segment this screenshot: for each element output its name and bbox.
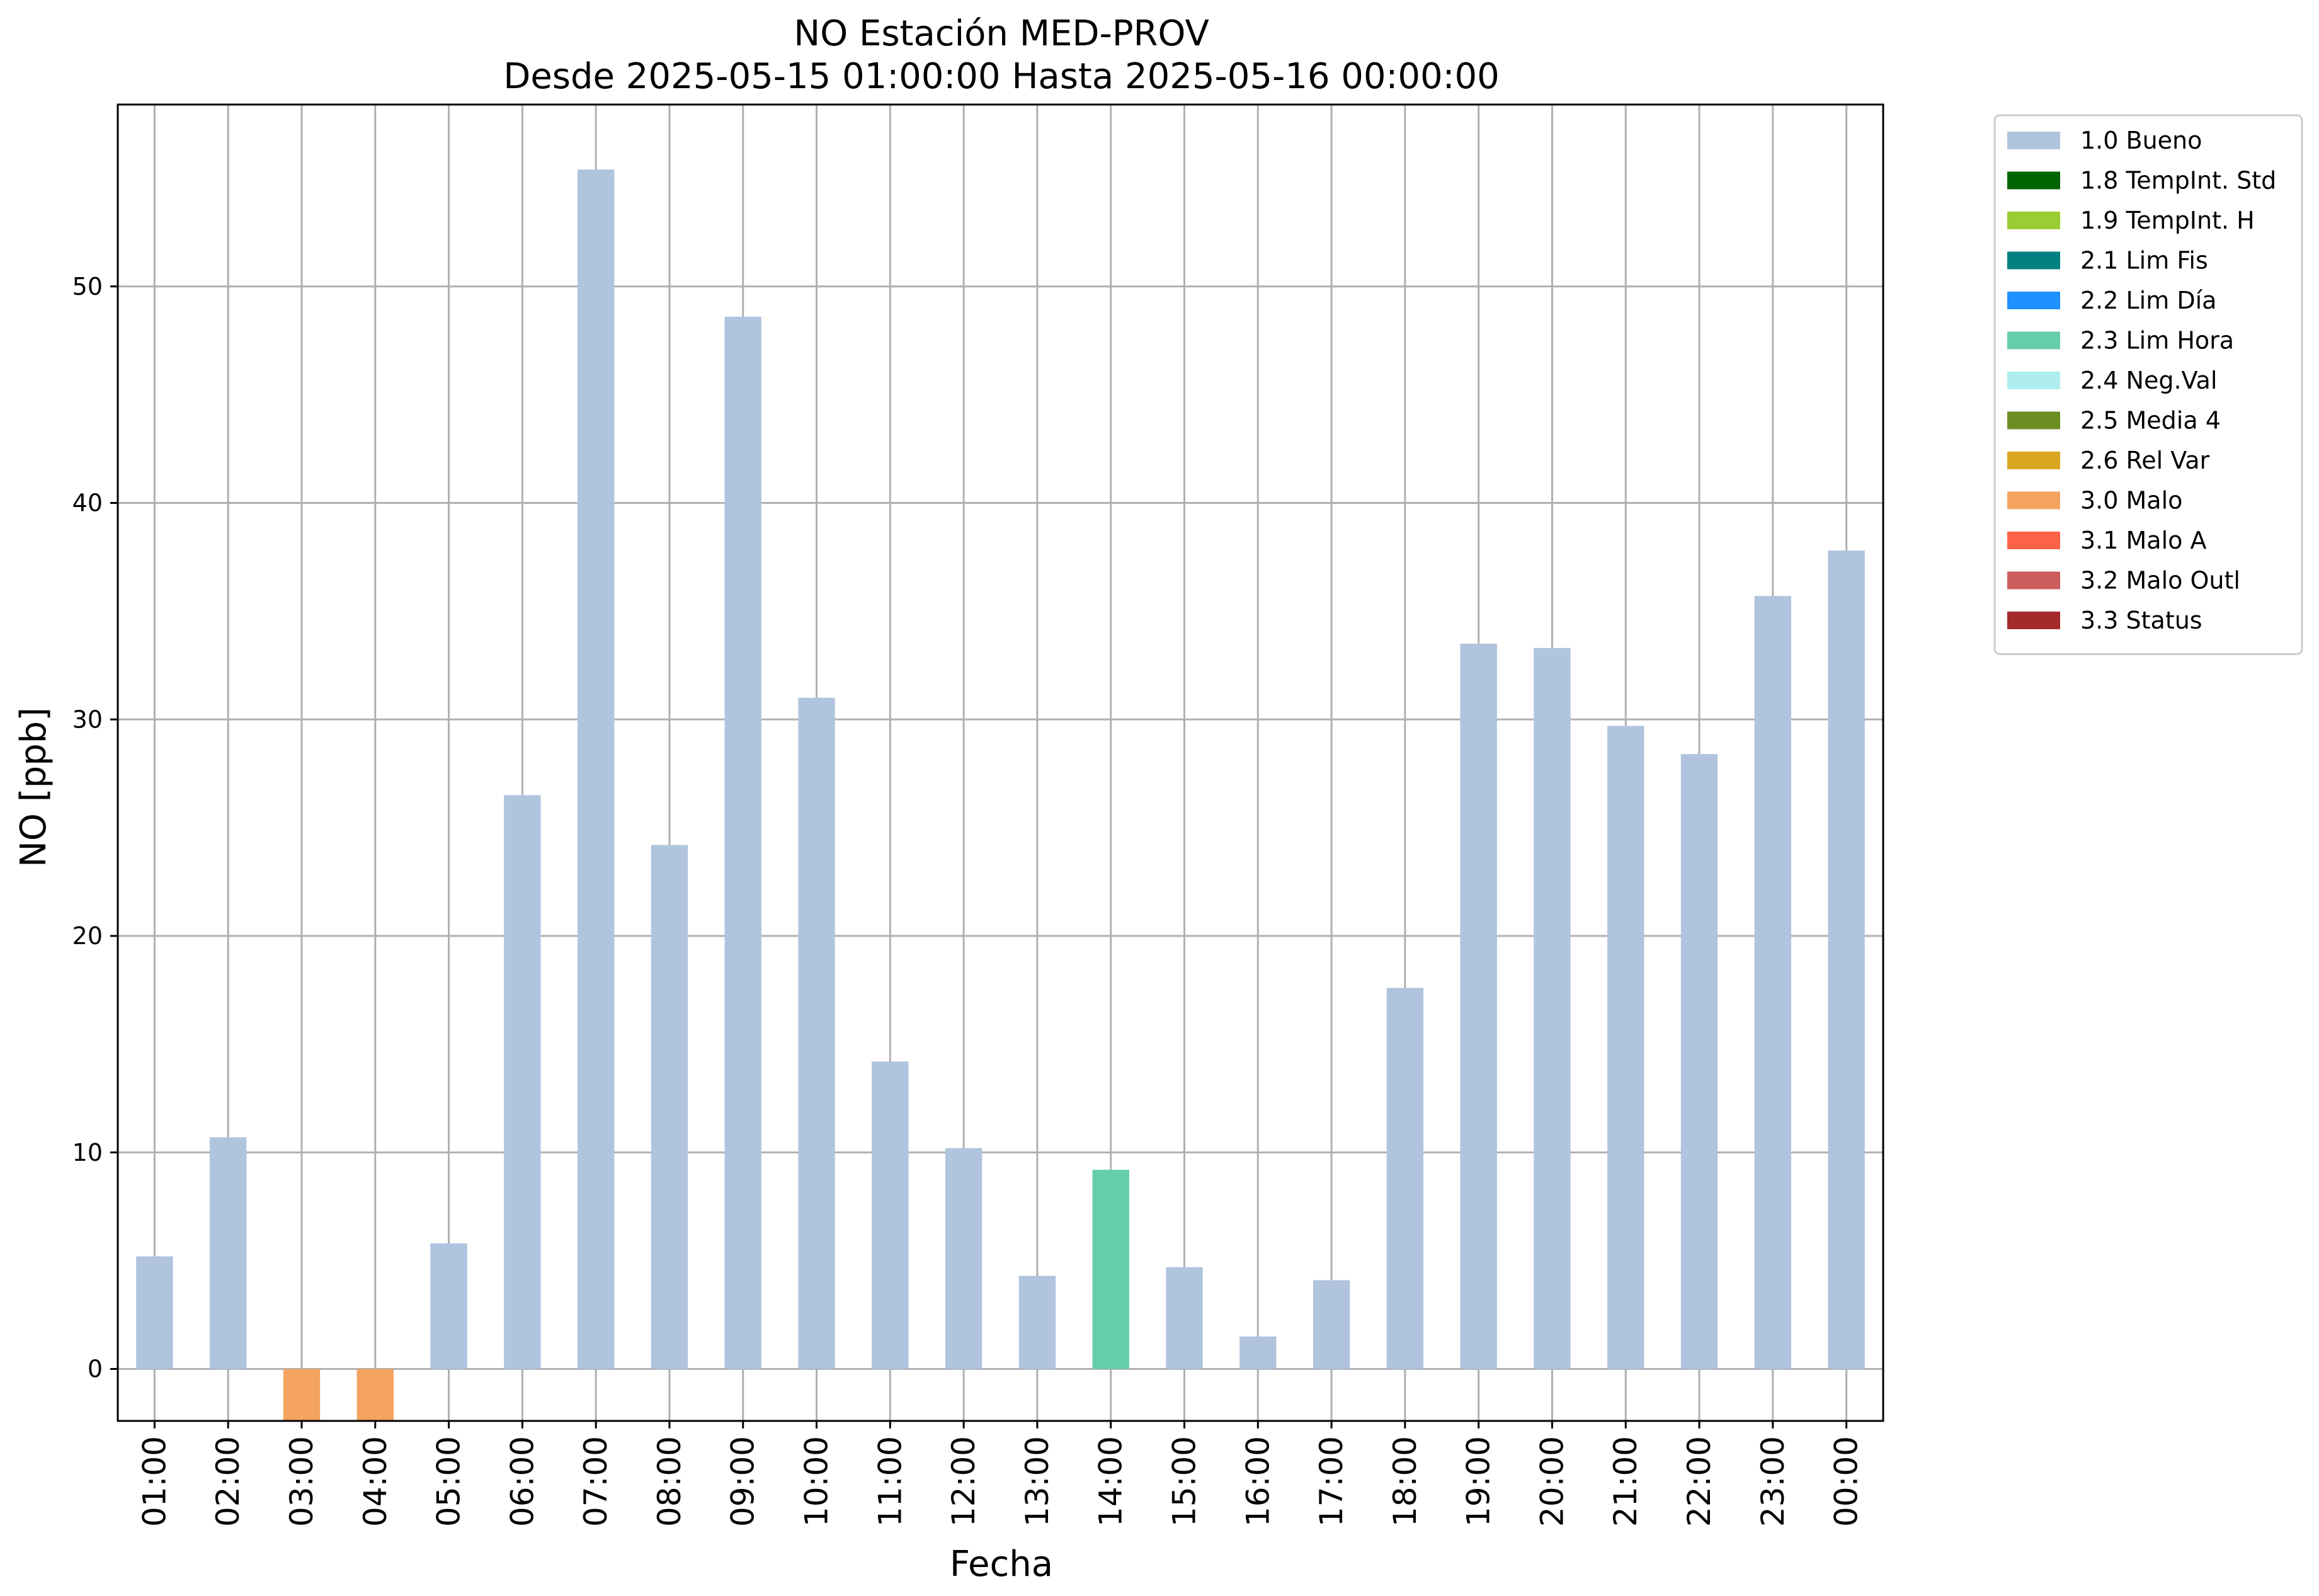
x-tick-label: 14:00 [1093,1436,1129,1527]
legend-swatch [2007,372,2060,389]
plot-frame [117,103,1884,1422]
legend-label: 2.6 Rel Var [2080,447,2210,474]
x-tick-label: 22:00 [1681,1436,1718,1527]
bar-1300 [1018,1275,1056,1369]
legend-label: 3.1 Malo A [2080,527,2206,554]
y-tick-label: 50 [72,273,103,300]
bar-1600 [1239,1336,1277,1369]
legend-label: 3.0 Malo [2080,487,2182,515]
legend-label: 3.2 Malo Outl [2080,567,2240,595]
bar-0100 [136,1256,173,1369]
bar-0300 [283,1369,321,1421]
legend-swatch [2007,331,2060,350]
legend-label: 1.9 TempInt. H [2080,207,2255,234]
x-tick-label: 11:00 [872,1436,908,1527]
bar-2300 [1754,596,1792,1369]
legend-swatch [2007,212,2060,229]
x-tick-label: 12:00 [945,1436,982,1527]
bar-1900 [1460,643,1497,1369]
y-tick-label: 0 [88,1355,103,1383]
x-tick-label: 18:00 [1387,1436,1423,1527]
x-tick-label: 01:00 [136,1436,173,1527]
legend-swatch [2007,532,2060,549]
legend-swatch [2007,452,2060,469]
bars [136,169,1865,1421]
bar-2000 [1534,647,1571,1369]
legend-swatch [2007,292,2060,309]
x-tick-label: 21:00 [1607,1436,1644,1527]
bar-2200 [1680,754,1718,1369]
bar-0600 [504,795,541,1369]
x-tick-label: 17:00 [1313,1436,1350,1527]
x-tick-label: 04:00 [357,1436,394,1527]
legend-label: 2.2 Lim Día [2080,287,2216,314]
legend-swatch [2007,132,2060,149]
x-tick-label: 23:00 [1755,1436,1791,1527]
legend-swatch [2007,411,2060,430]
bar-1200 [945,1148,983,1369]
bar-0400 [356,1369,394,1421]
bar-1700 [1313,1280,1350,1369]
x-tick-label: 20:00 [1534,1436,1570,1527]
x-axis-ticks: 01:00 02:00 03:00 04:00 05:00 06:00 07:00 08:00… [136,1421,1865,1527]
bar-0700 [577,169,615,1369]
bar-0500 [430,1243,467,1369]
x-tick-label: 02:00 [210,1436,246,1527]
x-tick-label: 09:00 [725,1436,761,1527]
x-tick-label: 19:00 [1461,1436,1497,1527]
legend: 1.0 Bueno 1.8 TempInt. Std 1.9 TempInt. H 2… [1993,114,2303,655]
x-tick-label: 00:00 [1828,1436,1865,1527]
x-tick-label: 16:00 [1239,1436,1276,1527]
legend-swatch [2007,571,2060,590]
legend-swatch [2007,612,2060,629]
x-tick-label: 13:00 [1019,1436,1056,1527]
legend-swatch [2007,171,2060,190]
y-axis-ticks: 0 10 20 30 40 50 [72,273,118,1383]
legend-swatch [2007,251,2060,270]
y-tick-label: 10 [72,1139,103,1166]
y-tick-label: 20 [72,922,103,950]
legend-label: 2.1 Lim Fis [2080,247,2208,275]
chart-title: NO Estación MED-PROV [794,13,1209,54]
bar-0200 [209,1137,247,1369]
bar-1800 [1386,988,1424,1369]
legend-box [1993,114,2303,655]
x-tick-label: 06:00 [504,1436,540,1527]
x-tick-label: 07:00 [578,1436,614,1527]
y-tick-label: 30 [72,705,103,733]
x-axis-label: Fecha [950,1544,1053,1585]
legend-label: 2.5 Media 4 [2080,407,2221,435]
x-tick-label: 05:00 [431,1436,467,1527]
legend-label: 2.4 Neg.Val [2080,367,2217,394]
chart-subtitle: Desde 2025-05-15 01:00:00 Hasta 2025-05-… [503,56,1500,97]
bar-2100 [1607,726,1644,1369]
x-tick-label: 10:00 [799,1436,835,1527]
bar-0800 [651,845,688,1369]
legend-label: 2.3 Lim Hora [2080,327,2234,355]
bar-0900 [724,316,761,1369]
legend-label: 1.0 Bueno [2080,127,2202,154]
y-axis-label: NO [ppb] [13,707,54,867]
x-tick-label: 08:00 [651,1436,688,1527]
bar-0000 [1828,550,1865,1369]
legend-label: 1.8 TempInt. Std [2080,167,2276,195]
legend-swatch [2007,491,2060,510]
x-tick-label: 03:00 [283,1436,320,1527]
bar-1100 [872,1061,909,1369]
bar-1400 [1092,1170,1129,1369]
y-tick-label: 40 [72,489,103,517]
legend-label: 3.3 Status [2080,607,2202,634]
bar-1500 [1166,1267,1203,1369]
bar-1000 [798,697,835,1369]
x-tick-label: 15:00 [1166,1436,1202,1527]
